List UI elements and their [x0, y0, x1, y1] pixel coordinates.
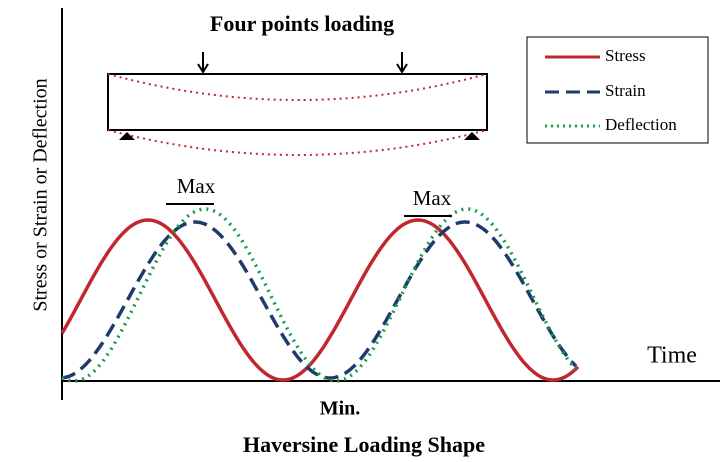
legend-label: Deflection	[605, 115, 677, 134]
stress-curve	[62, 220, 578, 380]
title: Haversine Loading Shape	[243, 432, 485, 457]
legend-label: Stress	[605, 46, 646, 65]
max-label: Max	[177, 174, 216, 198]
beam-deflection-top	[108, 74, 487, 100]
y-axis-label: Stress or Strain or Deflection	[30, 78, 52, 311]
max-label: Max	[413, 186, 452, 210]
min-label: Min.	[320, 398, 361, 420]
load-arrows	[198, 52, 407, 72]
x-axis-label: Time	[647, 343, 697, 369]
supports	[119, 132, 480, 140]
diagram: Stress or Strain or Deflection Time Four…	[0, 0, 728, 462]
beam-deflection-bottom	[108, 130, 487, 155]
beam	[108, 74, 487, 130]
legend-label: Strain	[605, 81, 646, 100]
beam-label: Four points loading	[210, 11, 394, 36]
